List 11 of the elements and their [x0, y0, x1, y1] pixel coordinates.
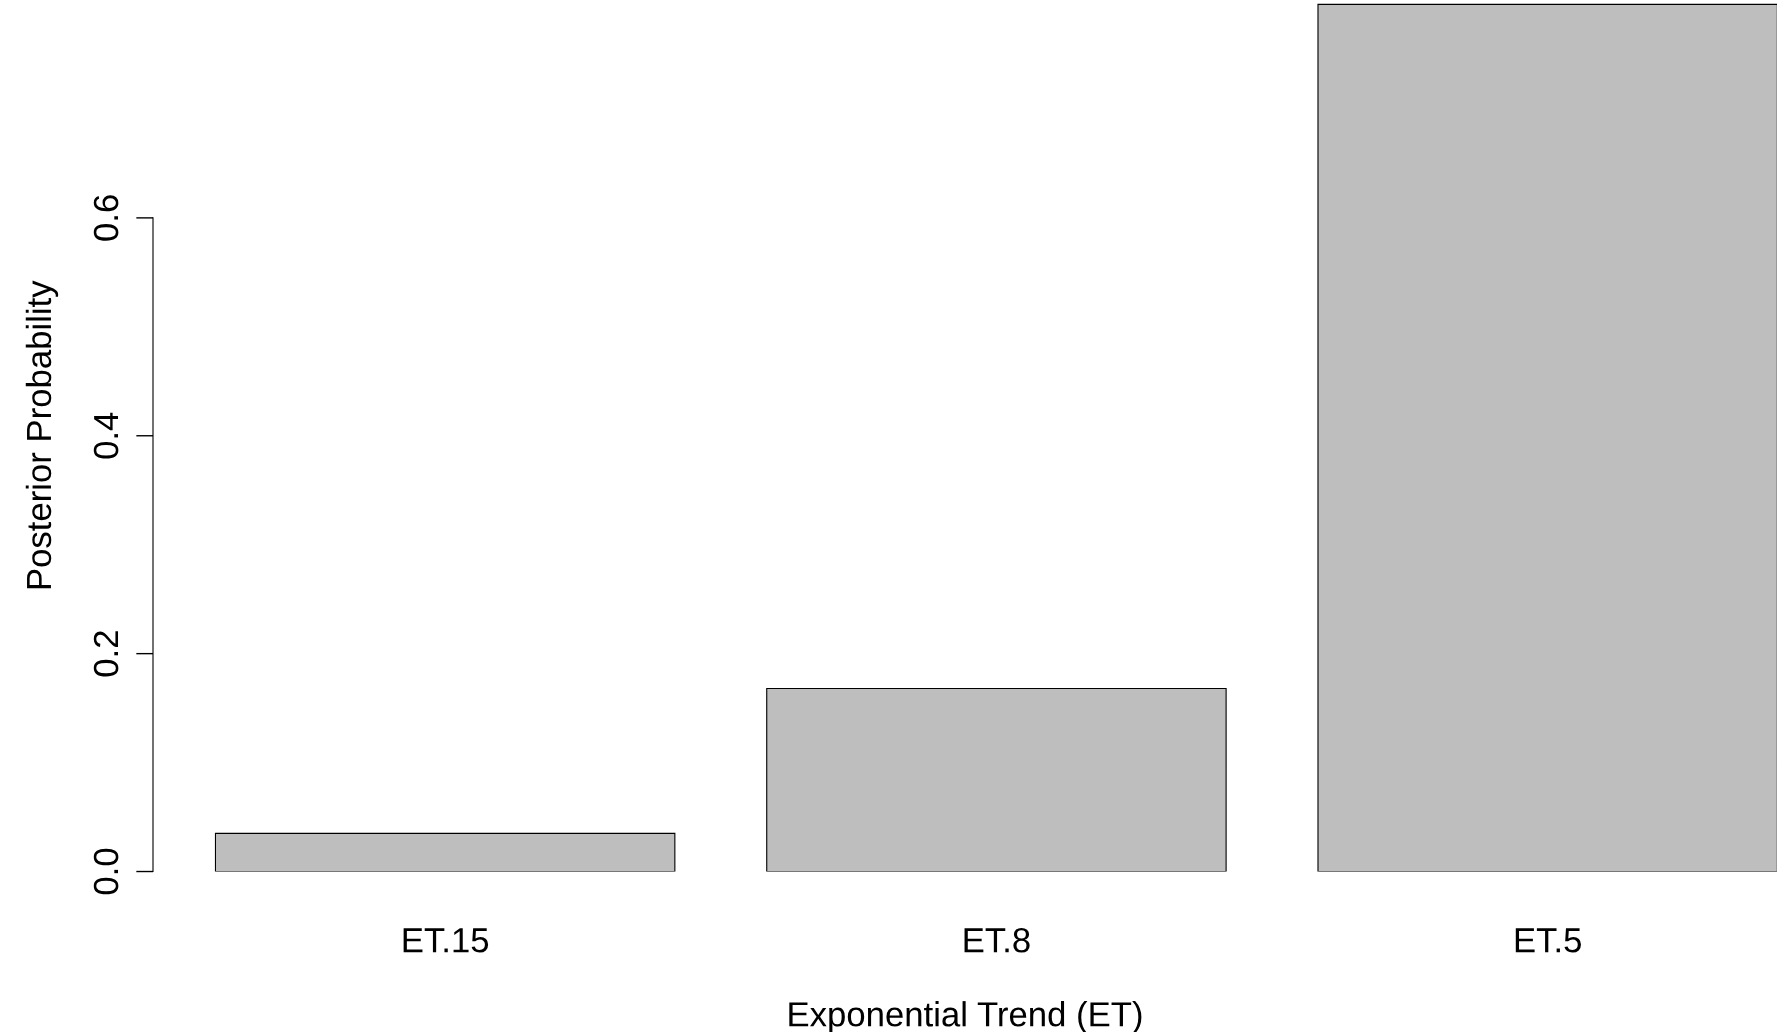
x-tick-label: ET.15: [403, 928, 489, 953]
y-tick-label: 0.0: [93, 848, 119, 895]
bar: [766, 687, 1227, 872]
y-tick-label: 0.4: [93, 412, 119, 459]
y-axis-title: Posterior Probability: [25, 280, 59, 589]
bar: [1317, 3, 1777, 872]
bar: [214, 832, 676, 872]
y-tick-label: 0.6: [93, 195, 119, 241]
x-tick-label: ET.8: [964, 928, 1030, 953]
x-tick-label: ET.5: [1515, 928, 1581, 953]
y-tick-label: 0.2: [93, 631, 119, 677]
